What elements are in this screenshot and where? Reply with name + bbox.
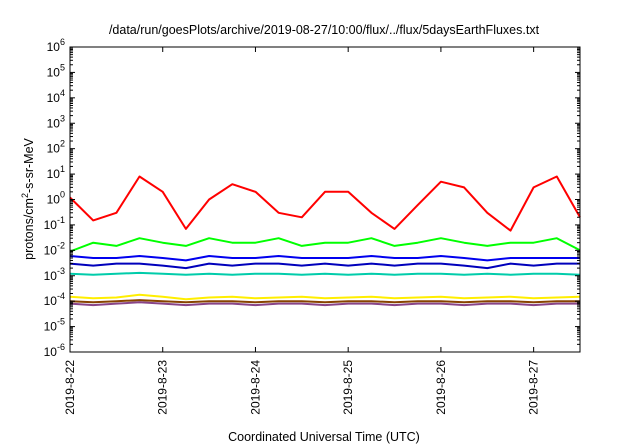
x-tick-label: 2019-8-23 (156, 360, 170, 415)
y-tick-label: 10-5 (44, 317, 65, 334)
x-tick-label: 2019-8-22 (63, 360, 77, 415)
series-line-8 (69, 301, 580, 307)
series-line-4 (69, 262, 580, 270)
y-tick-label: 10-6 (44, 342, 65, 359)
y-tick-label: 106 (47, 37, 65, 54)
series-line-2 (69, 237, 581, 253)
x-tick-label: 2019-8-24 (248, 360, 262, 415)
x-axis: 2019-8-22 2019-8-23 2019-8-24 2019-8-25 2019… (63, 47, 541, 415)
y-tick-label: 10-4 (44, 291, 65, 308)
series-line-1 (69, 175, 581, 232)
plot-frame (69, 46, 581, 353)
y-axis-label: protons/cm2-s-sr-MeV (20, 137, 36, 259)
y-tick-label: 100 (47, 190, 65, 207)
y-tick-label: 104 (47, 88, 65, 105)
series-line-3 (69, 255, 580, 262)
y-tick-label: 10-3 (44, 266, 65, 283)
series-layer (69, 175, 581, 307)
series-line-6 (69, 293, 581, 301)
series-line-5 (69, 271, 581, 276)
y-tick-label: 105 (47, 62, 65, 79)
y-tick-label: 10-1 (44, 215, 65, 232)
x-axis-label: Coordinated Universal Time (UTC) (228, 430, 420, 444)
x-tick-label: 2019-8-27 (527, 360, 541, 415)
y-tick-label: 10-2 (44, 240, 65, 257)
chart-title: /data/run/goesPlots/archive/2019-08-27/1… (109, 23, 540, 37)
x-tick-label: 2019-8-25 (341, 360, 355, 415)
y-tick-label: 103 (47, 113, 65, 130)
y-tick-label: 101 (47, 164, 65, 181)
y-tick-label: 102 (47, 139, 65, 156)
y-axis: 10-6 10-5 10-4 10-3 10-2 10-1 100 101 102 103 104 1… (44, 37, 580, 359)
x-tick-label: 2019-8-26 (434, 360, 448, 415)
series-line-7 (69, 299, 580, 304)
